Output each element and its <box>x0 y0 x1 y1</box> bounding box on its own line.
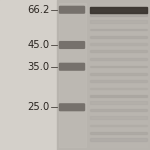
Bar <box>90 132 147 134</box>
Bar <box>90 36 147 38</box>
Text: 66.2: 66.2 <box>27 5 50 15</box>
Bar <box>90 138 147 141</box>
Bar <box>90 95 147 97</box>
Bar <box>0 0 57 150</box>
FancyBboxPatch shape <box>59 41 85 49</box>
Bar <box>90 50 147 52</box>
FancyBboxPatch shape <box>59 6 85 14</box>
Bar <box>90 7 147 13</box>
Bar <box>90 88 147 89</box>
Bar <box>90 116 147 119</box>
Text: 35.0: 35.0 <box>27 62 50 72</box>
Bar <box>90 13 147 16</box>
Text: 45.0: 45.0 <box>27 40 50 50</box>
FancyBboxPatch shape <box>59 103 85 111</box>
Bar <box>90 43 147 45</box>
Bar <box>90 29 147 30</box>
FancyBboxPatch shape <box>59 63 85 71</box>
Bar <box>90 109 147 111</box>
Bar <box>90 101 147 104</box>
Bar <box>90 125 147 126</box>
Bar <box>90 80 147 82</box>
Bar <box>90 20 147 23</box>
Bar <box>90 58 147 60</box>
Bar <box>58 3 85 147</box>
Bar <box>90 3 147 147</box>
Bar <box>90 73 147 75</box>
Bar <box>90 66 147 67</box>
Text: 25.0: 25.0 <box>27 102 50 112</box>
Bar <box>57 0 150 150</box>
